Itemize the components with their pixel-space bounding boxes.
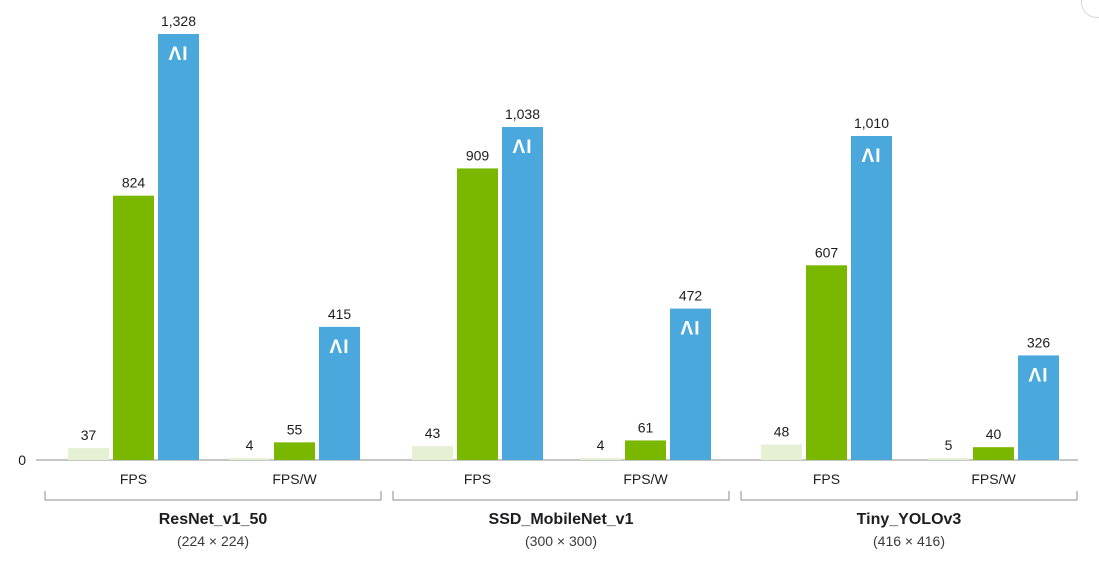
bar (761, 444, 802, 460)
data-label: 1,010 (854, 115, 889, 131)
group-name-label: ResNet_v1_50 (159, 511, 268, 528)
bar (928, 458, 969, 460)
bar (973, 447, 1014, 460)
bars-layer: 37 824 1,328 ΛI FPS 4 55 415 ΛI FPS/W ResNet_v1_50… (44, 13, 1078, 549)
group-bracket (392, 491, 730, 501)
bar (851, 136, 892, 460)
bar (412, 446, 453, 460)
bar (319, 326, 360, 460)
data-label: 607 (815, 244, 839, 260)
group-resolution-label: (300 × 300) (525, 533, 597, 549)
bar (158, 34, 199, 460)
x-tick-label: FPS (120, 471, 147, 487)
data-label: 43 (425, 425, 441, 441)
x-tick-label: FPS/W (623, 471, 668, 487)
ai-logo-badge: ΛI (513, 137, 533, 158)
ai-logo-badge: ΛI (330, 337, 350, 358)
data-label: 48 (774, 424, 790, 440)
group-bracket (740, 491, 1078, 501)
bar (502, 127, 543, 461)
x-tick-label: FPS (464, 471, 491, 487)
bar (68, 448, 109, 460)
bar (1018, 355, 1059, 460)
bar (274, 442, 315, 460)
bar (113, 195, 154, 461)
bar (229, 458, 270, 460)
data-label: 4 (246, 437, 254, 453)
data-label: 37 (81, 427, 97, 443)
x-tick-label: FPS/W (272, 471, 317, 487)
data-label: 61 (638, 419, 654, 435)
group-resolution-label: (224 × 224) (177, 533, 249, 549)
data-label: 415 (328, 306, 352, 322)
ai-logo-badge: ΛI (862, 146, 882, 167)
bar (625, 440, 666, 460)
bar (457, 168, 498, 460)
ai-logo-badge: ΛI (1029, 365, 1049, 386)
bar (806, 265, 847, 460)
y-axis-zero-label: 0 (18, 452, 26, 468)
data-label: 5 (945, 437, 953, 453)
data-label: 909 (466, 147, 490, 163)
data-label: 824 (122, 175, 146, 191)
data-label: 55 (287, 421, 303, 437)
group-name-label: SSD_MobileNet_v1 (489, 511, 634, 528)
group-bracket (44, 491, 382, 501)
bar (670, 308, 711, 460)
data-label: 472 (679, 288, 703, 304)
bar (580, 458, 621, 460)
ai-logo-badge: ΛI (169, 44, 189, 65)
x-tick-label: FPS/W (971, 471, 1016, 487)
data-label: 40 (986, 426, 1002, 442)
data-label: 1,328 (161, 13, 196, 29)
x-tick-label: FPS (813, 471, 840, 487)
data-label: 326 (1027, 334, 1051, 350)
group-name-label: Tiny_YOLOv3 (857, 511, 962, 528)
data-label: 1,038 (505, 106, 540, 122)
group-resolution-label: (416 × 416) (873, 533, 945, 549)
data-label: 4 (597, 437, 605, 453)
ai-logo-badge: ΛI (681, 319, 701, 340)
